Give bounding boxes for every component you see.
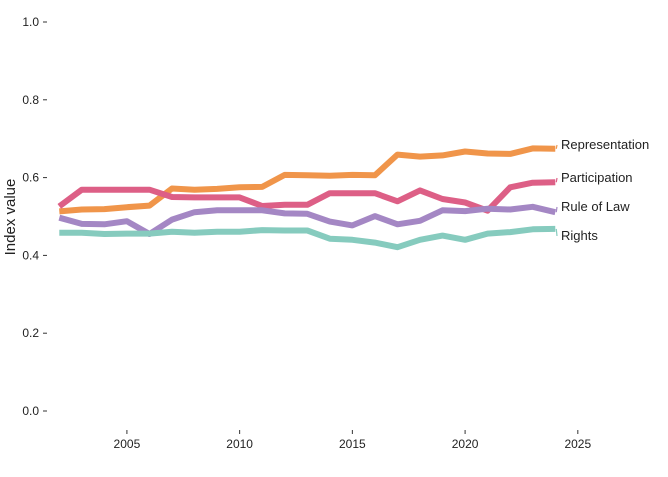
series-lines: [57, 145, 556, 251]
y-tick-label: 0.2: [22, 326, 39, 340]
series-label-rights: Rights: [561, 228, 598, 243]
y-tick-label: 0.8: [22, 93, 39, 107]
label-connector: [555, 206, 558, 213]
series-line-representation: [59, 145, 556, 215]
y-tick-label: 0.0: [22, 404, 39, 418]
series-line-participation: [57, 179, 556, 214]
series-label-participation: Participation: [561, 170, 633, 185]
x-tick-label: 2005: [114, 437, 141, 451]
y-axis: 0.0 0.2 0.4 0.6 0.8 1.0: [22, 15, 47, 418]
series-labels: Representation Participation Rule of Law Ri…: [555, 137, 649, 243]
x-tick-label: 2025: [564, 437, 591, 451]
series-label-rule-of-law: Rule of Law: [561, 199, 630, 214]
y-tick-label: 0.4: [22, 248, 39, 262]
series-label-representation: Representation: [561, 137, 649, 152]
x-axis: 2005 2010 2015 2020 2025: [114, 430, 591, 451]
series-line-rights: [59, 225, 556, 251]
x-tick-label: 2020: [452, 437, 479, 451]
y-axis-title: Index value: [2, 179, 19, 256]
y-tick-label: 0.6: [22, 171, 39, 185]
y-tick-label: 1.0: [22, 15, 39, 29]
label-connector: [555, 177, 558, 183]
label-connector: [555, 144, 558, 149]
label-connector: [555, 228, 558, 237]
x-tick-label: 2015: [339, 437, 366, 451]
series-line-rule-of-law: [58, 203, 556, 237]
x-tick-label: 2010: [226, 437, 253, 451]
